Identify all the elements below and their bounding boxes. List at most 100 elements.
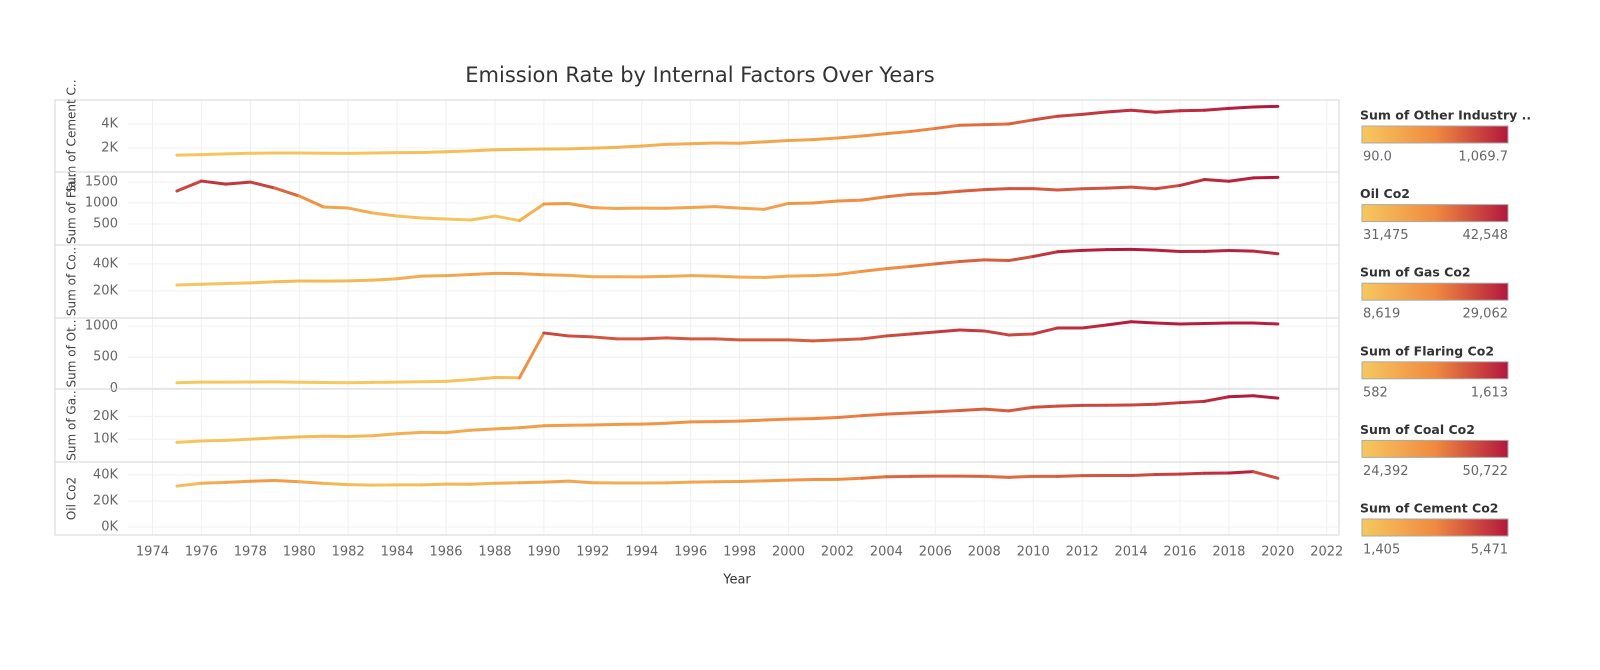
line-segment <box>1058 250 1082 251</box>
line-segment <box>1229 251 1253 252</box>
line-segment <box>250 182 274 188</box>
line-segment <box>984 409 1008 411</box>
line-segment <box>397 276 421 279</box>
line-segment <box>960 260 984 262</box>
line-segment <box>886 131 910 133</box>
line-segment <box>813 418 837 419</box>
line-segment <box>1033 328 1057 334</box>
legend-title: Sum of Other Industry .. <box>1360 108 1531 123</box>
line-segment <box>446 274 470 275</box>
line-segment <box>740 481 764 482</box>
line-segment <box>1058 405 1082 406</box>
line-segment <box>984 124 1008 125</box>
y-tick-label: 0 <box>110 381 118 396</box>
line-segment <box>984 331 1008 335</box>
line-segment <box>1253 177 1277 178</box>
line-segment <box>960 190 984 192</box>
legend-min: 31,475 <box>1363 228 1409 243</box>
x-tick-label: 1982 <box>332 545 365 560</box>
line-segment <box>1253 323 1277 324</box>
line-segment <box>201 154 225 155</box>
line-segment <box>471 377 495 379</box>
line-segment <box>1033 406 1057 407</box>
line-segment <box>446 380 470 382</box>
line-segment <box>666 276 690 277</box>
x-tick-label: 1978 <box>234 545 267 560</box>
line-segment <box>666 144 690 145</box>
legend-title: Oil Co2 <box>1360 186 1410 201</box>
line-segment <box>1033 252 1057 257</box>
legend-title: Sum of Gas Co2 <box>1360 265 1471 280</box>
line-segment <box>1204 108 1228 110</box>
line-segment <box>201 482 225 483</box>
legend-max: 42,548 <box>1463 228 1509 243</box>
line-segment <box>984 476 1008 477</box>
line-segment <box>666 207 690 208</box>
line-segment <box>397 216 421 218</box>
line-segment <box>960 330 984 331</box>
line-segment <box>471 216 495 220</box>
line-segment <box>446 151 470 152</box>
line-segment <box>1058 189 1082 190</box>
x-tick-label: 2002 <box>821 545 854 560</box>
y-axis-title: Sum of Co.. <box>65 247 79 316</box>
legend-max: 50,722 <box>1463 464 1509 479</box>
y-tick-label: 500 <box>93 217 118 232</box>
line-segment <box>666 422 690 423</box>
x-tick-label: 2012 <box>1066 545 1099 560</box>
line-segment <box>544 203 568 204</box>
line-segment <box>177 382 201 383</box>
line-segment <box>642 338 666 339</box>
line-segment <box>984 260 1008 261</box>
x-tick-label: 2008 <box>968 545 1001 560</box>
x-tick-label: 2006 <box>919 545 952 560</box>
line-segment <box>935 125 959 128</box>
line-segment <box>495 483 519 484</box>
line-segment <box>837 339 861 340</box>
line-segment <box>789 140 813 141</box>
y-tick-label: 1000 <box>85 196 118 211</box>
line-segment <box>862 134 886 136</box>
line-segment <box>764 203 788 209</box>
line-segment <box>250 438 274 439</box>
line-segment <box>275 281 299 282</box>
line-segment <box>862 269 886 272</box>
x-tick-label: 2016 <box>1163 545 1196 560</box>
y-axis-title: Sum of Ga.. <box>65 390 79 460</box>
line-segment <box>177 483 201 486</box>
x-tick-label: 1988 <box>478 545 511 560</box>
line-segment <box>1204 180 1228 182</box>
line-segment <box>299 482 323 484</box>
line-segment <box>1131 322 1155 323</box>
line-segment <box>593 337 617 339</box>
line-segment <box>1204 251 1228 252</box>
line-segment <box>348 485 372 486</box>
line-segment <box>642 144 666 146</box>
legend-min: 1,405 <box>1363 543 1400 558</box>
line-segment <box>642 276 666 277</box>
line-segment <box>568 481 592 483</box>
line-segment <box>886 194 910 197</box>
line-segment <box>1229 472 1253 473</box>
line-segment <box>740 142 764 143</box>
line-segment <box>715 276 739 277</box>
x-tick-label: 1986 <box>429 545 462 560</box>
line-segment <box>862 414 886 416</box>
line-segment <box>373 213 397 216</box>
chart-title: Emission Rate by Internal Factors Over Y… <box>465 63 934 87</box>
line-segment <box>446 430 470 432</box>
line-segment <box>422 484 446 485</box>
line-segment <box>226 182 250 184</box>
x-tick-label: 1996 <box>674 545 707 560</box>
line-segment <box>1180 110 1204 111</box>
line-segment <box>568 336 592 337</box>
line-segment <box>935 330 959 332</box>
x-tick-label: 1992 <box>576 545 609 560</box>
line-segment <box>740 420 764 421</box>
line-segment <box>471 273 495 274</box>
line-segment <box>519 274 543 275</box>
legend-title: Sum of Coal Co2 <box>1360 422 1475 437</box>
line-segment <box>446 219 470 220</box>
line-segment <box>1058 114 1082 116</box>
line-segment <box>1180 401 1204 402</box>
